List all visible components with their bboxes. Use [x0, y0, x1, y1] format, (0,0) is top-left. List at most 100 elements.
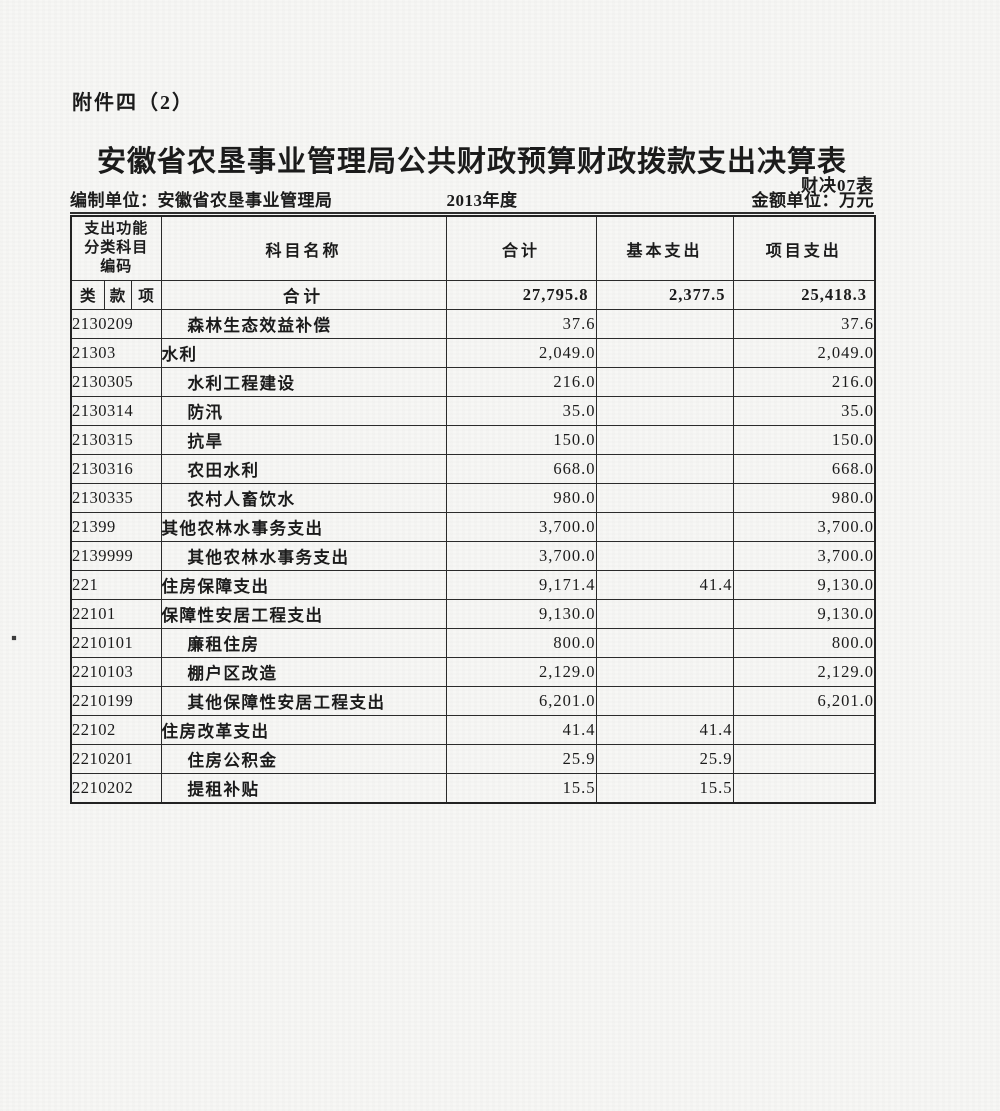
row-project — [732, 773, 876, 804]
row-code: 2210101 — [70, 628, 162, 658]
row-total: 3,700.0 — [445, 512, 597, 542]
table-row: 2210199 其他保障性安居工程支出 6,201.0 6,201.0 — [70, 686, 876, 716]
row-basic — [595, 396, 734, 426]
row-basic — [595, 367, 734, 397]
header-code-column: 支出功能 分类科目 编码 — [70, 215, 162, 281]
subheader-section: 款 — [103, 280, 132, 310]
row-basic — [595, 338, 734, 368]
table-row: 2210103 棚户区改造 2,129.0 2,129.0 — [70, 657, 876, 687]
row-basic — [595, 599, 734, 629]
row-project — [732, 715, 876, 745]
row-project — [732, 744, 876, 774]
row-basic — [595, 657, 734, 687]
table-row: 21303 水利 2,049.0 2,049.0 — [70, 338, 876, 368]
row-project: 2,049.0 — [732, 338, 876, 368]
table-row: 2210201 住房公积金 25.9 25.9 — [70, 744, 876, 774]
header-basic-expenditure: 基本支出 — [595, 215, 734, 281]
row-total: 35.0 — [445, 396, 597, 426]
row-code: 2210199 — [70, 686, 162, 716]
table-row: 2130209 森林生态效益补偿 37.6 37.6 — [70, 309, 876, 339]
row-total: 9,130.0 — [445, 599, 597, 629]
row-code: 2130316 — [70, 454, 162, 484]
row-code: 21399 — [70, 512, 162, 542]
prepared-by-label: 编制单位： — [70, 191, 158, 210]
row-name: 保障性安居工程支出 — [160, 599, 447, 629]
amount-unit: 金额单位：万元 — [751, 191, 874, 210]
row-code: 2130314 — [70, 396, 162, 426]
header-code-line1: 支出功能 — [84, 221, 149, 237]
row-project: 9,130.0 — [732, 599, 876, 629]
table-row: 2130335 农村人畜饮水 980.0 980.0 — [70, 483, 876, 513]
table-row: 2139999 其他农林水事务支出 3,700.0 3,700.0 — [70, 541, 876, 571]
total-row-basic: 2,377.5 — [595, 280, 734, 310]
row-total: 150.0 — [445, 425, 597, 455]
table-row: 22101 保障性安居工程支出 9,130.0 9,130.0 — [70, 599, 876, 629]
header-code-line2: 分类科目 — [84, 240, 149, 256]
row-project: 668.0 — [732, 454, 876, 484]
row-total: 800.0 — [445, 628, 597, 658]
row-name: 住房改革支出 — [160, 715, 447, 745]
row-name: 农村人畜饮水 — [160, 483, 447, 513]
row-name: 防汛 — [160, 396, 447, 426]
row-name: 廉租住房 — [160, 628, 447, 658]
row-total: 2,129.0 — [445, 657, 597, 687]
row-basic: 41.4 — [595, 570, 734, 600]
table-row: 2130314 防汛 35.0 35.0 — [70, 396, 876, 426]
scan-artifact-dot — [12, 636, 16, 640]
header-total: 合计 — [445, 215, 597, 281]
row-total: 668.0 — [445, 454, 597, 484]
row-name: 水利工程建设 — [160, 367, 447, 397]
prepared-by: 编制单位：安徽省农垦事业管理局 — [70, 186, 333, 211]
table-row: 2130316 农田水利 668.0 668.0 — [70, 454, 876, 484]
row-name: 住房公积金 — [160, 744, 447, 774]
row-basic — [595, 454, 734, 484]
attachment-label: 附件四（2） — [72, 92, 194, 114]
header-project-expenditure: 项目支出 — [732, 215, 876, 281]
table-header-row: 支出功能 分类科目 编码 科目名称 合计 基本支出 项目支出 — [70, 215, 876, 281]
row-basic — [595, 483, 734, 513]
row-total: 37.6 — [445, 309, 597, 339]
row-name: 森林生态效益补偿 — [160, 309, 447, 339]
table-row: 22102 住房改革支出 41.4 41.4 — [70, 715, 876, 745]
row-total: 9,171.4 — [445, 570, 597, 600]
row-basic: 25.9 — [595, 744, 734, 774]
row-basic — [595, 628, 734, 658]
row-name: 农田水利 — [160, 454, 447, 484]
table-row: 2210202 提租补贴 15.5 15.5 — [70, 773, 876, 804]
total-row-project: 25,418.3 — [732, 280, 876, 310]
row-total: 25.9 — [445, 744, 597, 774]
row-code: 2130305 — [70, 367, 162, 397]
row-code: 221 — [70, 570, 162, 600]
header-subject-name: 科目名称 — [160, 215, 447, 281]
row-total: 15.5 — [445, 773, 597, 804]
row-basic — [595, 425, 734, 455]
row-code: 21303 — [70, 338, 162, 368]
row-total: 980.0 — [445, 483, 597, 513]
row-code: 2130209 — [70, 309, 162, 339]
row-total: 41.4 — [445, 715, 597, 745]
row-total: 6,201.0 — [445, 686, 597, 716]
meta-row: 编制单位：安徽省农垦事业管理局 2013年度 金额单位：万元 — [70, 190, 874, 214]
row-project: 150.0 — [732, 425, 876, 455]
row-project: 6,201.0 — [732, 686, 876, 716]
total-row-name: 合计 — [160, 280, 447, 310]
row-name: 提租补贴 — [160, 773, 447, 804]
row-project: 9,130.0 — [732, 570, 876, 600]
row-name: 其他农林水事务支出 — [160, 541, 447, 571]
budget-table: 支出功能 分类科目 编码 科目名称 合计 基本支出 项目支出 类 款 项 合计 … — [70, 215, 877, 804]
row-code: 2130315 — [70, 425, 162, 455]
row-code: 2130335 — [70, 483, 162, 513]
row-basic — [595, 686, 734, 716]
row-code: 2210202 — [70, 773, 162, 804]
row-name: 抗旱 — [160, 425, 447, 455]
row-name: 其他保障性安居工程支出 — [160, 686, 447, 716]
table-row: 2130315 抗旱 150.0 150.0 — [70, 425, 876, 455]
prepared-by-value: 安徽省农垦事业管理局 — [157, 191, 333, 210]
row-basic — [595, 541, 734, 571]
row-project: 35.0 — [732, 396, 876, 426]
row-code: 2210103 — [70, 657, 162, 687]
table-subheader-row: 类 款 项 合计 27,795.8 2,377.5 25,418.3 — [70, 280, 876, 310]
row-name: 水利 — [160, 338, 447, 368]
row-project: 216.0 — [732, 367, 876, 397]
row-name: 棚户区改造 — [160, 657, 447, 687]
